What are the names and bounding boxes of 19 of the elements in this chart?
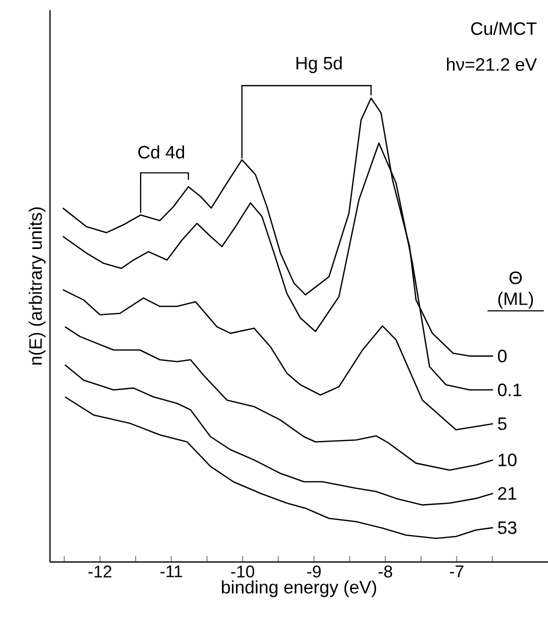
- x-axis-title: binding energy (eV): [222, 580, 376, 598]
- text: Hg 5d: [296, 56, 342, 74]
- annotation: Cd 4d: [138, 145, 184, 159]
- x-tick-label: -10: [231, 566, 254, 578]
- y-axis-title: n(E) (arbitrary units): [28, 207, 46, 365]
- x-tick-label: -8: [378, 566, 392, 578]
- x-tick-label: -12: [88, 566, 112, 578]
- chart-subtitle: hν=21.2 eV: [447, 58, 537, 71]
- series-label: 0: [498, 350, 507, 362]
- series-label: 21: [498, 487, 516, 500]
- x-tick-label: -9: [307, 566, 321, 578]
- series-label: 53: [498, 521, 516, 534]
- chart-title: Cu/MCT: [471, 22, 537, 35]
- x-tick-label: -11: [160, 566, 182, 578]
- x-tick-label: -7: [450, 566, 464, 578]
- series-label: 5: [498, 418, 506, 430]
- series-label: 0.1: [498, 384, 522, 396]
- legend-title: Θ (ML): [498, 271, 533, 309]
- series-label: 10: [498, 454, 517, 466]
